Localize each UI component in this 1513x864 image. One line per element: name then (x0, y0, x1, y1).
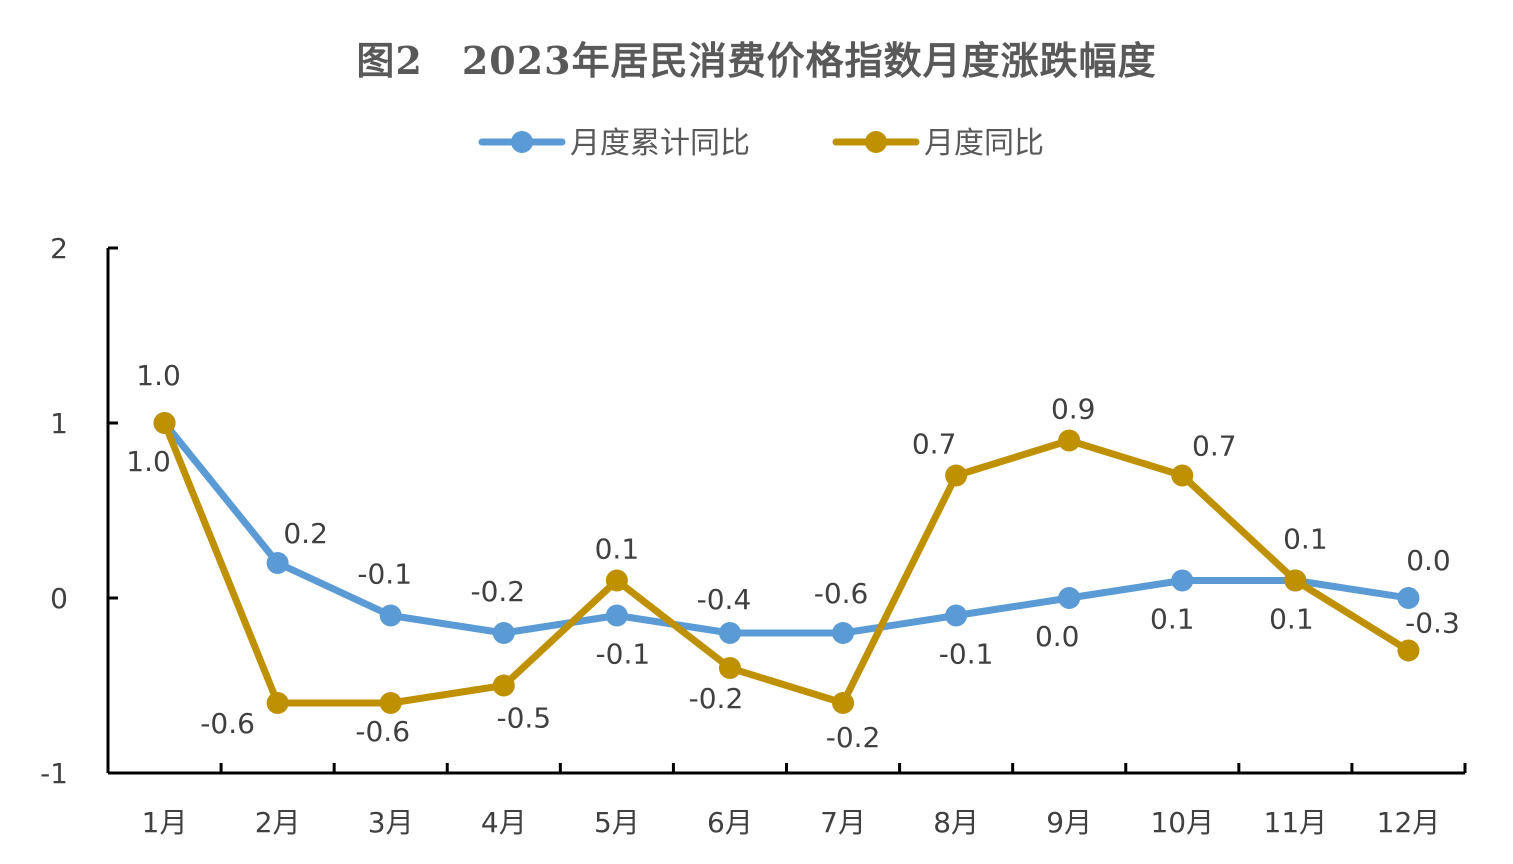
x-tick-label: 9月 (1046, 806, 1092, 839)
data-point (492, 674, 515, 697)
data-label: 0.7 (912, 428, 957, 461)
y-tick-label: 0 (50, 582, 68, 615)
series-lines (153, 412, 1420, 714)
data-label: -0.6 (814, 577, 869, 610)
y-tick-label: 1 (50, 407, 68, 440)
data-label: 0.1 (1150, 603, 1195, 636)
data-label: -0.1 (357, 558, 412, 591)
data-label: 1.0 (126, 445, 171, 478)
legend-label: 月度同比 (924, 126, 1044, 161)
data-label: 0.1 (1269, 603, 1314, 636)
data-label: -0.1 (596, 638, 651, 671)
data-label: 0.0 (1035, 620, 1080, 653)
series-2 (153, 412, 1420, 714)
data-point (1397, 587, 1420, 609)
data-point (1058, 587, 1081, 609)
data-point (832, 692, 855, 714)
data-label: 1.0 (136, 359, 181, 392)
x-tick-label: 10月 (1150, 806, 1214, 839)
x-tick-label: 7月 (820, 806, 866, 839)
data-label: -0.4 (697, 583, 752, 616)
data-label: -0.3 (1405, 607, 1460, 640)
data-point (605, 604, 628, 627)
x-tick-label: 3月 (368, 806, 414, 839)
data-label: -0.2 (826, 721, 881, 754)
x-tick-label: 2月 (255, 806, 301, 839)
chart-title: 图2 2023年居民消费价格指数月度涨跌幅度 (356, 38, 1157, 83)
legend: 月度累计同比 月度同比 (478, 126, 1044, 161)
legend-marker (511, 131, 533, 153)
data-point (1397, 639, 1420, 662)
data-point (379, 692, 402, 714)
legend-entry: 月度累计同比 (478, 126, 750, 161)
data-label: 0.9 (1051, 393, 1096, 426)
data-point (945, 604, 968, 627)
data-label: -0.6 (355, 715, 410, 748)
x-tick-label: 12月 (1377, 806, 1441, 839)
data-label: -0.2 (470, 575, 525, 608)
x-tick-label: 4月 (481, 806, 527, 839)
data-label: -0.5 (496, 702, 551, 735)
x-tick-label: 5月 (594, 806, 640, 839)
data-label: -0.1 (939, 638, 994, 671)
data-label: -0.6 (200, 707, 255, 740)
series-line (161, 419, 1412, 637)
data-point (1058, 429, 1081, 452)
legend-entry: 月度同比 (832, 126, 1044, 161)
data-point (832, 622, 855, 644)
data-point (379, 604, 402, 627)
data-point (1171, 569, 1194, 592)
legend-marker (865, 131, 887, 153)
data-point (1284, 569, 1307, 592)
legend-label: 月度累计同比 (570, 126, 750, 161)
data-label: 0.0 (1406, 544, 1451, 577)
x-tick-label: 11月 (1264, 806, 1328, 839)
data-label: 0.2 (283, 517, 328, 550)
data-label: 0.7 (1192, 430, 1237, 463)
axes: 2 1 0 -1 1月 2月 3月 4月 5月 6月 7月 8月 9月 10月 11月 12月 (40, 232, 1467, 839)
data-point (492, 622, 515, 644)
data-point (718, 622, 741, 644)
data-label: -0.2 (689, 682, 744, 715)
data-label: 0.1 (595, 533, 640, 566)
series-line (161, 419, 1412, 707)
x-tick-label: 6月 (707, 806, 753, 839)
x-tick-label: 8月 (933, 806, 979, 839)
data-point (266, 692, 289, 714)
data-point (266, 552, 289, 574)
y-tick-label: -1 (40, 757, 68, 790)
data-labels: 1.0 0.2 -0.1 -0.2 -0.1 -0.4 -0.6 -0.1 0.0 0.1 0.1 0… (126, 359, 1460, 754)
y-tick-label: 2 (50, 232, 68, 265)
data-point (718, 657, 741, 679)
data-point (605, 569, 628, 592)
data-point (945, 464, 968, 487)
x-tick-label: 1月 (142, 806, 188, 839)
data-point (153, 412, 176, 434)
data-point (1171, 464, 1194, 487)
data-label: 0.1 (1283, 523, 1328, 556)
